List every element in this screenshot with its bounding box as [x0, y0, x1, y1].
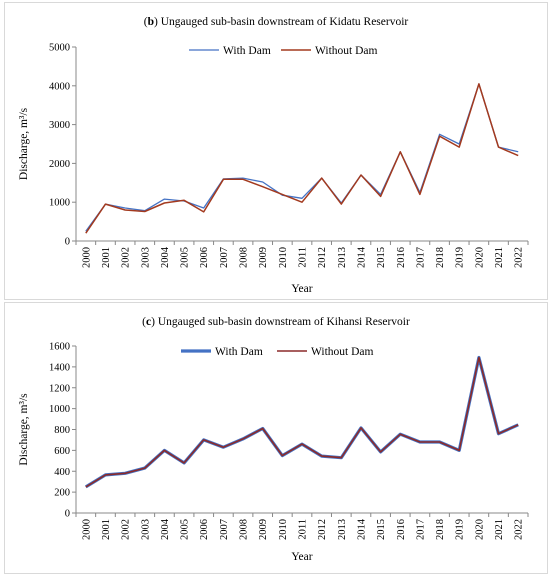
x-tick-label: 2021 — [494, 247, 505, 268]
y-tick-label: 1400 — [49, 362, 70, 373]
chart-c-title: (c) Ungauged sub-basin downstream of Kih… — [142, 316, 410, 328]
chart-panel-b: (b) Ungauged sub-basin downstream of Kid… — [4, 2, 548, 300]
x-tick-label: 2000 — [81, 247, 92, 268]
y-axis-title: Discharge, m³/s — [18, 393, 30, 466]
x-tick-label: 2011 — [298, 247, 309, 268]
x-tick-label: 2009 — [258, 519, 269, 540]
x-tick-label: 2000 — [81, 519, 92, 540]
y-tick-label: 0 — [65, 509, 70, 520]
x-tick-label: 2003 — [140, 247, 151, 268]
series-line-without-dam — [85, 83, 519, 234]
x-tick-label: 2014 — [356, 246, 367, 268]
x-axis-title: Year — [291, 551, 312, 563]
x-tick-label: 2022 — [514, 247, 525, 268]
x-tick-label: 2012 — [317, 519, 328, 540]
x-axis-title: Year — [291, 283, 312, 295]
x-tick-label: 2002 — [121, 519, 132, 540]
x-tick-label: 2013 — [337, 247, 348, 268]
legend-label: Without Dam — [315, 45, 378, 57]
x-tick-label: 2007 — [219, 519, 230, 540]
legend-label: With Dam — [215, 346, 263, 358]
y-tick-label: 3000 — [49, 120, 70, 131]
y-tick-label: 0 — [65, 237, 70, 248]
x-tick-label: 2008 — [239, 247, 250, 268]
y-tick-label: 800 — [54, 425, 70, 436]
y-tick-label: 400 — [54, 467, 70, 478]
x-tick-label: 2010 — [278, 519, 289, 540]
y-tick-label: 200 — [54, 488, 70, 499]
series-line-with-dam — [84, 355, 519, 489]
chart-b-svg: (b) Ungauged sub-basin downstream of Kid… — [18, 16, 529, 295]
y-tick-label: 2000 — [49, 159, 70, 170]
x-tick-label: 2004 — [160, 518, 171, 540]
y-axis-title: Discharge, m³/s — [18, 107, 30, 180]
x-tick-label: 2010 — [278, 247, 289, 268]
chart-b-title: (b) Ungauged sub-basin downstream of Kid… — [144, 16, 409, 28]
x-tick-label: 2018 — [435, 519, 446, 540]
x-tick-label: 2015 — [376, 247, 387, 268]
y-tick-label: 5000 — [49, 43, 70, 54]
x-tick-label: 2016 — [396, 247, 407, 268]
x-tick-label: 2006 — [199, 519, 210, 540]
x-tick-label: 2009 — [258, 247, 269, 268]
y-tick-label: 1200 — [49, 383, 70, 394]
x-tick-label: 2013 — [337, 519, 348, 540]
x-tick-label: 2019 — [455, 519, 466, 540]
x-tick-label: 2008 — [239, 519, 250, 540]
y-tick-label: 1000 — [49, 198, 70, 209]
series-line-without-dam — [85, 356, 519, 488]
y-tick-label: 600 — [54, 446, 70, 457]
x-tick-label: 2004 — [160, 246, 171, 268]
x-tick-label: 2022 — [514, 519, 525, 540]
legend-label: Without Dam — [311, 346, 374, 358]
x-tick-label: 2001 — [101, 247, 112, 268]
x-tick-label: 2018 — [435, 247, 446, 268]
y-tick-label: 1600 — [49, 342, 70, 353]
x-tick-label: 2014 — [356, 518, 367, 540]
y-tick-label: 4000 — [49, 81, 70, 92]
x-tick-label: 2020 — [474, 247, 485, 268]
legend-label: With Dam — [223, 45, 271, 57]
x-tick-label: 2015 — [376, 519, 387, 540]
x-tick-label: 2011 — [298, 519, 309, 540]
x-tick-label: 2019 — [455, 247, 466, 268]
x-tick-label: 2006 — [199, 247, 210, 268]
x-tick-label: 2005 — [180, 519, 191, 540]
x-tick-label: 2016 — [396, 519, 407, 540]
chart-c-svg: (c) Ungauged sub-basin downstream of Kih… — [18, 316, 529, 563]
series-line-with-dam — [85, 83, 519, 232]
x-tick-label: 2003 — [140, 519, 151, 540]
x-tick-label: 2002 — [121, 247, 132, 268]
y-tick-label: 1000 — [49, 404, 70, 415]
x-tick-label: 2021 — [494, 519, 505, 540]
x-tick-label: 2005 — [180, 247, 191, 268]
x-tick-label: 2007 — [219, 247, 230, 268]
x-tick-label: 2017 — [415, 519, 426, 540]
x-tick-label: 2020 — [474, 519, 485, 540]
x-tick-label: 2017 — [415, 247, 426, 268]
x-tick-label: 2012 — [317, 247, 328, 268]
chart-panel-c: (c) Ungauged sub-basin downstream of Kih… — [4, 302, 548, 574]
x-tick-label: 2001 — [101, 519, 112, 540]
